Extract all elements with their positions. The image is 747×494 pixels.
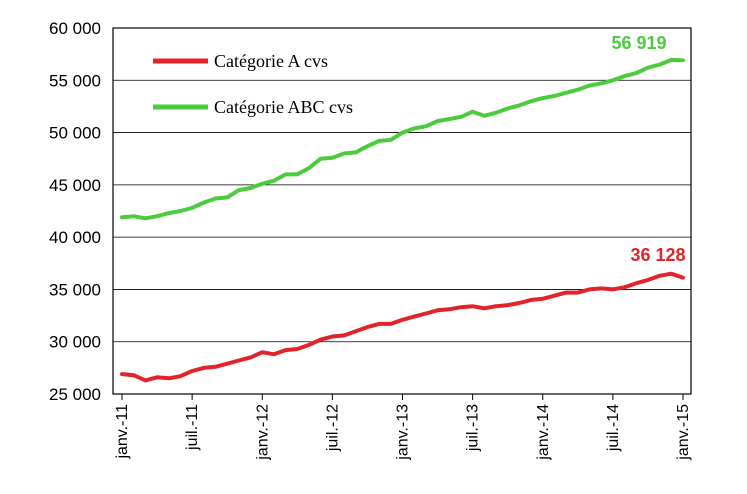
series-lines (120, 57, 685, 383)
x-tick-label: juil.-11 (184, 404, 201, 451)
x-tick-label: juil.-14 (605, 404, 622, 452)
end-label-a: 36 128 (630, 245, 685, 265)
y-tick-label: 25 000 (49, 385, 101, 404)
x-tick-label: janv.-11 (114, 404, 131, 460)
x-axis: janv.-11 juil.-11 janv.-12 juil.-12 janv.-13… (114, 394, 692, 461)
x-tick-label: janv.-15 (675, 404, 692, 461)
legend-label-abc: Catégorie ABC cvs (214, 97, 353, 117)
y-tick-label: 40 000 (49, 228, 101, 247)
series-line-a (120, 271, 685, 383)
series-line-abc (120, 57, 685, 221)
y-tick-label: 30 000 (49, 333, 101, 352)
legend: Catégorie A cvs Catégorie ABC cvs (153, 51, 353, 117)
y-tick-label: 45 000 (49, 176, 101, 195)
x-tick-label: juil.-13 (465, 404, 482, 452)
gridlines (113, 79, 691, 343)
x-tick-label: janv.-13 (395, 404, 412, 461)
legend-label-a: Catégorie A cvs (214, 51, 328, 71)
y-tick-label: 60 000 (49, 19, 101, 38)
y-axis: 25 000 30 000 35 000 40 000 45 000 50 000 55 0… (49, 19, 101, 404)
x-tick-label: juil.-12 (324, 404, 341, 452)
x-tick-label: janv.-14 (535, 404, 552, 461)
y-tick-label: 35 000 (49, 280, 101, 299)
x-tick-label: janv.-12 (254, 404, 271, 461)
end-label-abc: 56 919 (611, 33, 666, 53)
y-tick-label: 50 000 (49, 124, 101, 143)
y-tick-label: 55 000 (49, 71, 101, 90)
